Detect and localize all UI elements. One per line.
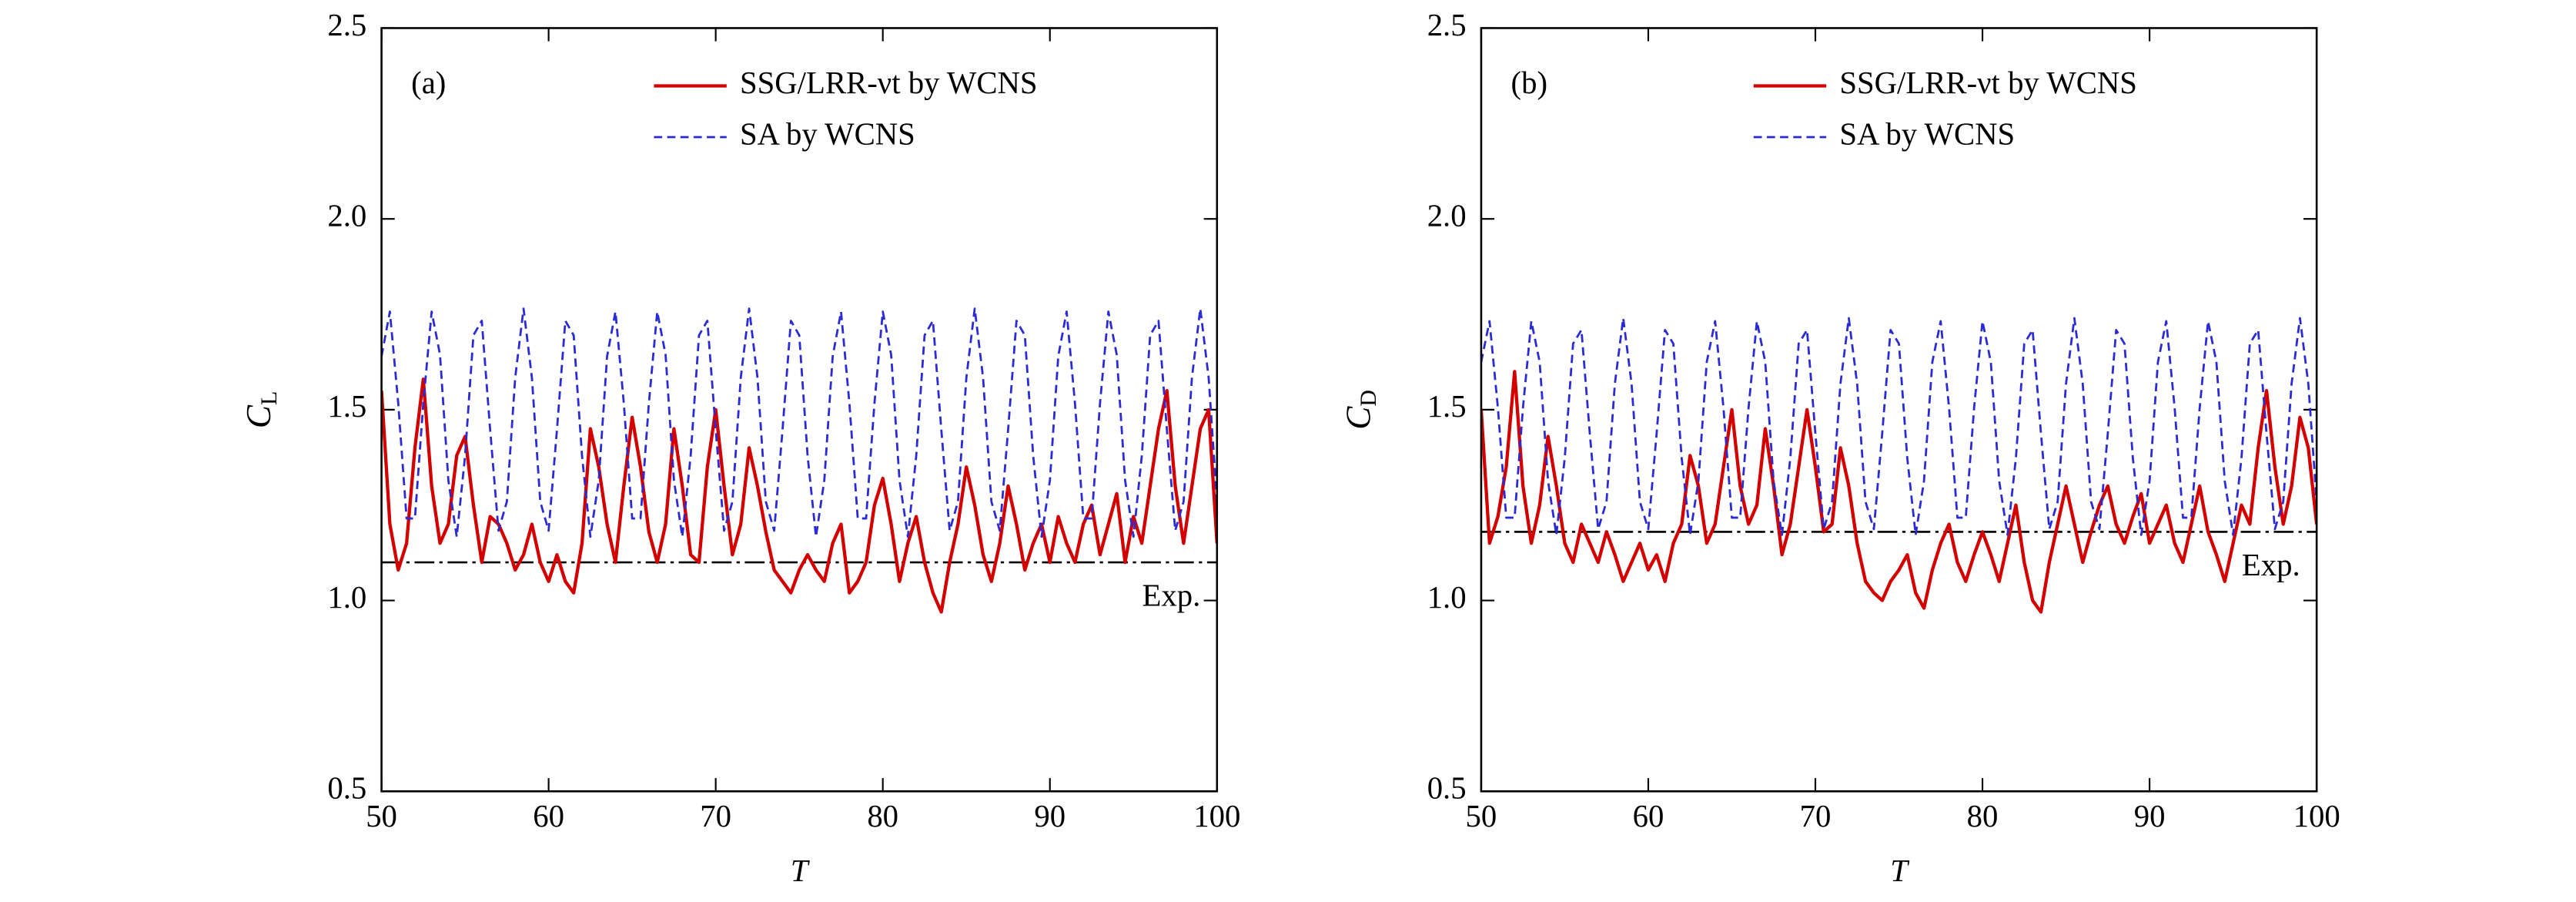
legend-label: SSG/LRR-νt by WCNS — [740, 65, 1038, 100]
x-tick-label: 60 — [1633, 799, 1664, 833]
x-tick-label: 80 — [867, 799, 898, 833]
y-tick-label: 1.5 — [327, 389, 366, 424]
x-tick-label: 90 — [1034, 799, 1066, 833]
legend-label: SSG/LRR-νt by WCNS — [1839, 65, 2137, 100]
y-axis-label-main: C — [1340, 406, 1378, 430]
y-axis-label: CD — [1340, 390, 1381, 430]
y-tick-label: 2.0 — [327, 199, 366, 233]
x-axis-label: T — [1890, 853, 1910, 888]
y-tick-label: 2.5 — [327, 8, 366, 42]
y-axis-label-sub: D — [1356, 390, 1381, 407]
reference-label: Exp. — [2242, 548, 2300, 582]
y-tick-label: 1.0 — [327, 580, 366, 615]
y-tick-label: 2.0 — [1427, 199, 1467, 233]
series-line — [1480, 370, 2317, 614]
y-tick-label: 2.5 — [1427, 8, 1467, 42]
panel-label: (a) — [411, 65, 446, 100]
x-tick-label: 100 — [2293, 799, 2340, 833]
x-tick-label: 50 — [1466, 799, 1497, 833]
plot-frame — [1480, 27, 2318, 793]
x-tick-label: 70 — [700, 799, 731, 833]
x-tick-label: 50 — [366, 799, 397, 833]
y-tick-label: 1.0 — [1427, 580, 1467, 615]
panel-label: (b) — [1511, 65, 1548, 100]
y-axis-label-main: C — [239, 404, 278, 428]
legend-label: SA by WCNS — [1839, 116, 2015, 151]
y-tick-label: 1.5 — [1427, 389, 1467, 424]
y-axis-label: CL — [239, 391, 281, 428]
x-tick-label: 80 — [1967, 799, 1999, 833]
x-tick-label: 90 — [2134, 799, 2166, 833]
panel: 50 60 70 80 90 100 0.5 1.0 1.5 2.0 2.5 Exp. (a) SSG/L… — [239, 8, 1240, 888]
y-axis-label-sub: L — [256, 391, 282, 405]
series-line — [1480, 317, 2317, 536]
x-axis-label: T — [791, 853, 811, 888]
x-tick-label: 70 — [1800, 799, 1832, 833]
plot-frame — [380, 27, 1219, 793]
series-line — [381, 307, 1217, 538]
legend-label: SA by WCNS — [740, 116, 915, 151]
x-tick-label: 60 — [533, 799, 564, 833]
reference-label: Exp. — [1142, 578, 1201, 613]
panel: 50 60 70 80 90 100 0.5 1.0 1.5 2.0 2.5 Exp. (b) SSG/L… — [1340, 8, 2340, 888]
y-tick-label: 0.5 — [327, 771, 366, 806]
x-tick-label: 100 — [1193, 799, 1240, 833]
series-line — [381, 377, 1217, 614]
y-tick-label: 0.5 — [1427, 771, 1467, 806]
